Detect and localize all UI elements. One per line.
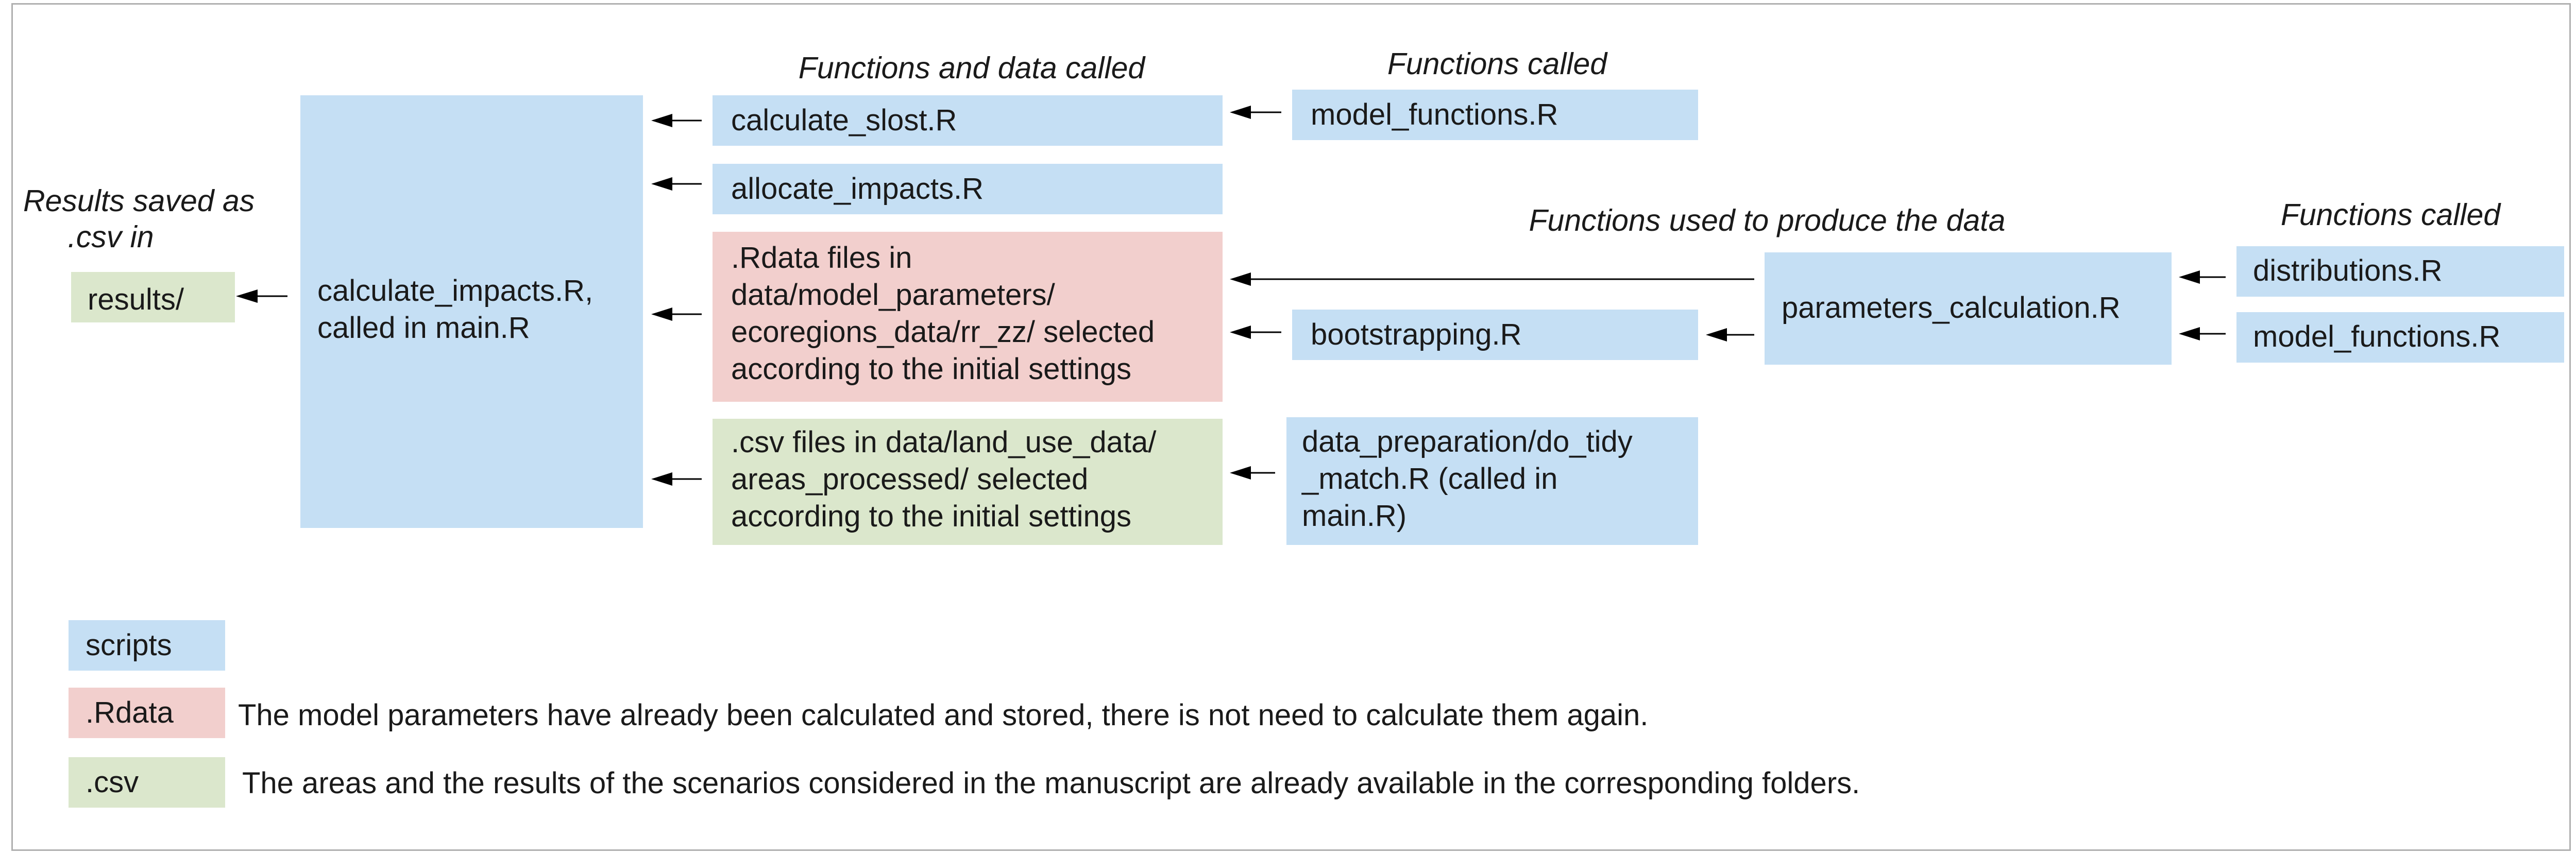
- legend-scripts-swatch: scripts: [69, 620, 225, 671]
- legend-scripts-key: scripts: [86, 628, 172, 662]
- results-folder-box: results/: [71, 272, 235, 322]
- parameters-calculation-box: parameters_calculation.R: [1765, 252, 2172, 365]
- legend-rdata-description: The model parameters have already been c…: [238, 698, 1649, 732]
- rdata-files-box: .Rdata files in data/model_parameters/ e…: [713, 232, 1223, 402]
- allocate-impacts-box: allocate_impacts.R: [713, 164, 1223, 214]
- arrowhead-params-to-bootstrap: [1706, 328, 1727, 341]
- data-preparation-box: data_preparation/do_tidy _match.R (calle…: [1286, 417, 1698, 545]
- model-functions-right-label: model_functions.R: [2253, 320, 2501, 353]
- arrowhead-modelfn-to-slost: [1230, 106, 1251, 119]
- allocate-impacts-label: allocate_impacts.R: [731, 172, 984, 206]
- data-preparation-line2: _match.R (called in: [1302, 462, 1558, 496]
- heading-functions-called-top: Functions called: [1387, 47, 1607, 81]
- csv-files-line1: .csv files in data/land_use_data/: [731, 425, 1157, 459]
- arrowhead-slost-to-impacts: [651, 114, 672, 127]
- arrowhead-modelfn-right-to-params: [2179, 327, 2200, 340]
- csv-files-line2: areas_processed/ selected: [731, 463, 1089, 496]
- bootstrapping-label: bootstrapping.R: [1311, 318, 1522, 351]
- heading-functions-called-right: Functions called: [2280, 198, 2501, 232]
- calculate-impacts-line1: calculate_impacts.R,: [317, 274, 594, 308]
- arrowhead-distributions-to-params: [2179, 270, 2200, 284]
- model-functions-top-box: model_functions.R: [1292, 90, 1698, 140]
- legend-csv-description: The areas and the results of the scenari…: [242, 766, 1860, 800]
- legend-rdata-swatch: .Rdata: [69, 688, 225, 738]
- model-functions-top-label: model_functions.R: [1311, 98, 1558, 131]
- arrowhead-impacts-to-results: [236, 289, 258, 303]
- heading-functions-used: Functions used to produce the data: [1529, 203, 2006, 237]
- arrowhead-csv-to-impacts: [651, 472, 672, 486]
- distributions-label: distributions.R: [2253, 254, 2443, 287]
- arrowhead-dataprep-to-csv: [1230, 466, 1251, 480]
- calculate-impacts-line2: called in main.R: [317, 311, 530, 345]
- arrowhead-rdata-to-impacts: [651, 308, 672, 321]
- model-functions-right-box: model_functions.R: [2236, 312, 2564, 363]
- parameters-calculation-label: parameters_calculation.R: [1782, 291, 2121, 324]
- arrowhead-params-to-rdata: [1230, 272, 1251, 286]
- rdata-files-line4: according to the initial settings: [731, 352, 1131, 386]
- legend-csv-key: .csv: [86, 765, 139, 799]
- distributions-box: distributions.R: [2236, 246, 2564, 297]
- heading-functions-and-data: Functions and data called: [798, 51, 1145, 85]
- csv-files-line3: according to the initial settings: [731, 500, 1131, 533]
- results-folder-label: results/: [88, 283, 184, 316]
- rdata-files-line3: ecoregions_data/rr_zz/ selected: [731, 315, 1155, 349]
- legend-csv-swatch: .csv: [69, 757, 225, 808]
- legend-rdata-key: .Rdata: [86, 696, 174, 729]
- diagram-frame: [11, 3, 2571, 851]
- arrowhead-bootstrap-to-rdata: [1230, 326, 1251, 339]
- csv-files-box: .csv files in data/land_use_data/ areas_…: [713, 419, 1223, 545]
- rdata-files-line1: .Rdata files in: [731, 241, 912, 275]
- heading-results-saved-line2: .csv in: [67, 220, 154, 254]
- calculate-impacts-box: calculate_impacts.R, called in main.R: [300, 95, 643, 528]
- bootstrapping-box: bootstrapping.R: [1292, 310, 1698, 360]
- data-preparation-line1: data_preparation/do_tidy: [1302, 425, 1633, 458]
- rdata-files-line2: data/model_parameters/: [731, 278, 1055, 312]
- calculate-slost-box: calculate_slost.R: [713, 95, 1223, 146]
- calculate-slost-label: calculate_slost.R: [731, 104, 957, 137]
- data-preparation-line3: main.R): [1302, 499, 1407, 533]
- arrowhead-allocate-to-impacts: [651, 177, 672, 191]
